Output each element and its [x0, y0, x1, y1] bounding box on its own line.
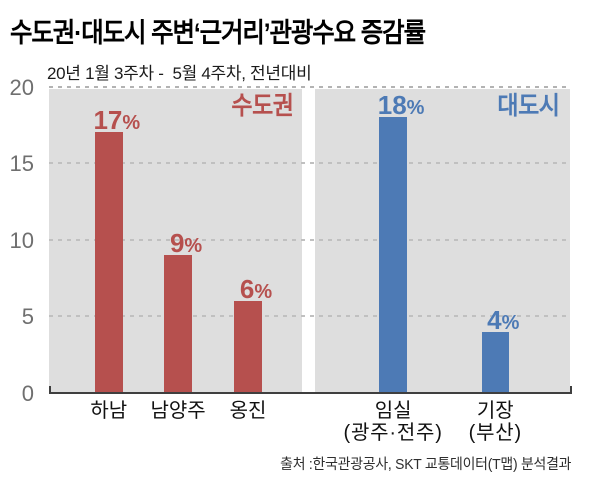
category-label-남양주: 남양주: [150, 400, 205, 422]
group-label-대도시: 대도시: [497, 92, 561, 120]
category-label-기장: 기장 (부산): [469, 400, 522, 444]
x-axis-line: [48, 392, 572, 394]
chart-source: 출처 :한국관광공사, SKT 교통데이터(T맵) 분석결과: [279, 457, 571, 473]
value-percent-sign: %: [184, 235, 203, 258]
value-label-임실: 18%: [378, 92, 425, 118]
category-name: 남양주: [150, 400, 206, 422]
y-tick-label-5: 5: [21, 304, 34, 330]
group-label-수도권: 수도권: [231, 92, 294, 120]
value-percent-sign: %: [501, 311, 520, 334]
value-percent-sign: %: [122, 112, 141, 135]
category-label-임실: 임실 (광주·전주): [344, 400, 443, 444]
x-axis-end-tick-left: [48, 386, 51, 394]
category-sublabel: (광주·전주): [343, 422, 443, 444]
category-name: 임실: [374, 400, 412, 422]
x-axis-end-tick-right: [569, 386, 572, 394]
gridline-5: [49, 315, 570, 318]
value-number: 17: [93, 105, 123, 136]
y-tick-label-15: 15: [9, 151, 34, 177]
category-name: 옹진: [229, 400, 267, 422]
gridline-10: [49, 238, 570, 241]
y-tick-label-0: 0: [21, 381, 34, 406]
value-number: 18: [377, 90, 407, 121]
bar-기장: [481, 331, 510, 393]
y-tick-label-20: 20: [9, 74, 34, 100]
gridline-15: [49, 162, 570, 165]
chart-subtitle: 20년 1월 3주차 - 5월 4주차, 전년대비: [47, 64, 312, 83]
gridline-20: [49, 85, 570, 88]
value-label-기장: 4%: [487, 307, 519, 333]
chart-title: 수도권·대도시 주변‘근거리’관광수요 증감률: [10, 18, 426, 48]
value-number: 4: [487, 304, 502, 335]
value-label-옹진: 6%: [240, 276, 272, 302]
value-percent-sign: %: [254, 281, 273, 304]
bar-남양주: [164, 255, 192, 393]
category-name: 기장: [476, 400, 514, 422]
category-label-하남: 하남: [90, 400, 127, 422]
value-percent-sign: %: [406, 97, 425, 120]
plot-panel-2: [315, 88, 570, 393]
bar-하남: [95, 132, 123, 393]
category-sublabel: (부산): [468, 422, 522, 444]
category-label-옹진: 옹진: [230, 400, 267, 422]
value-label-하남: 17%: [93, 107, 140, 133]
value-number: 9: [169, 228, 185, 259]
value-label-남양주: 9%: [170, 230, 202, 256]
value-number: 6: [239, 274, 255, 305]
bar-옹진: [234, 301, 262, 393]
y-tick-label-10: 10: [9, 227, 34, 253]
bar-임실: [379, 117, 407, 393]
category-name: 하남: [90, 400, 128, 422]
